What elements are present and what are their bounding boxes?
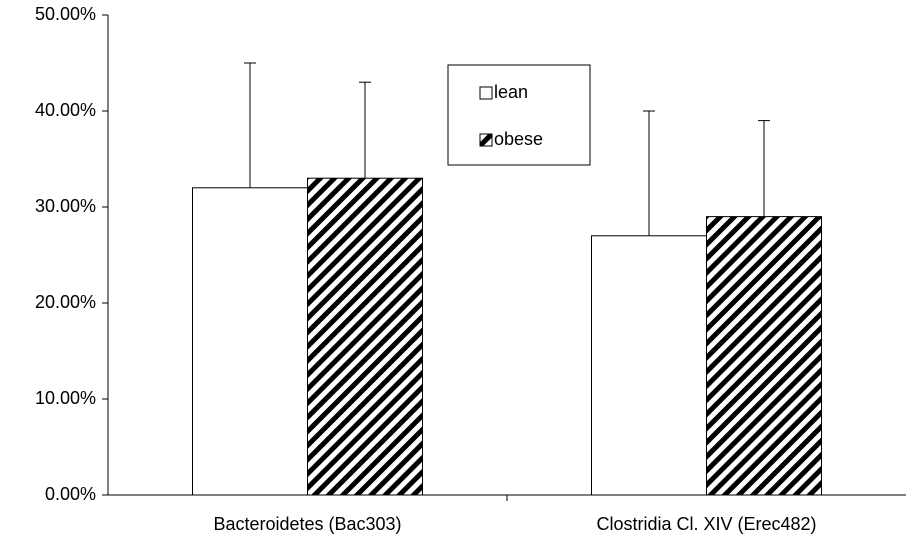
bar	[706, 216, 822, 496]
bar	[307, 177, 423, 496]
y-tick-label: 0.00%	[45, 484, 96, 504]
legend-swatch	[479, 133, 493, 147]
y-tick-label: 10.00%	[35, 388, 96, 408]
legend-label: lean	[494, 82, 528, 102]
y-tick-label: 30.00%	[35, 196, 96, 216]
y-tick-label: 20.00%	[35, 292, 96, 312]
legend-box	[447, 64, 591, 166]
x-tick-label: Bacteroidetes (Bac303)	[213, 514, 401, 534]
y-tick-label: 50.00%	[35, 4, 96, 24]
x-tick-label: Clostridia Cl. XIV (Erec482)	[596, 514, 816, 534]
y-tick-label: 40.00%	[35, 100, 96, 120]
legend-swatch	[479, 86, 493, 100]
bar	[192, 187, 308, 496]
bar	[591, 235, 707, 496]
legend-label: obese	[494, 129, 543, 149]
